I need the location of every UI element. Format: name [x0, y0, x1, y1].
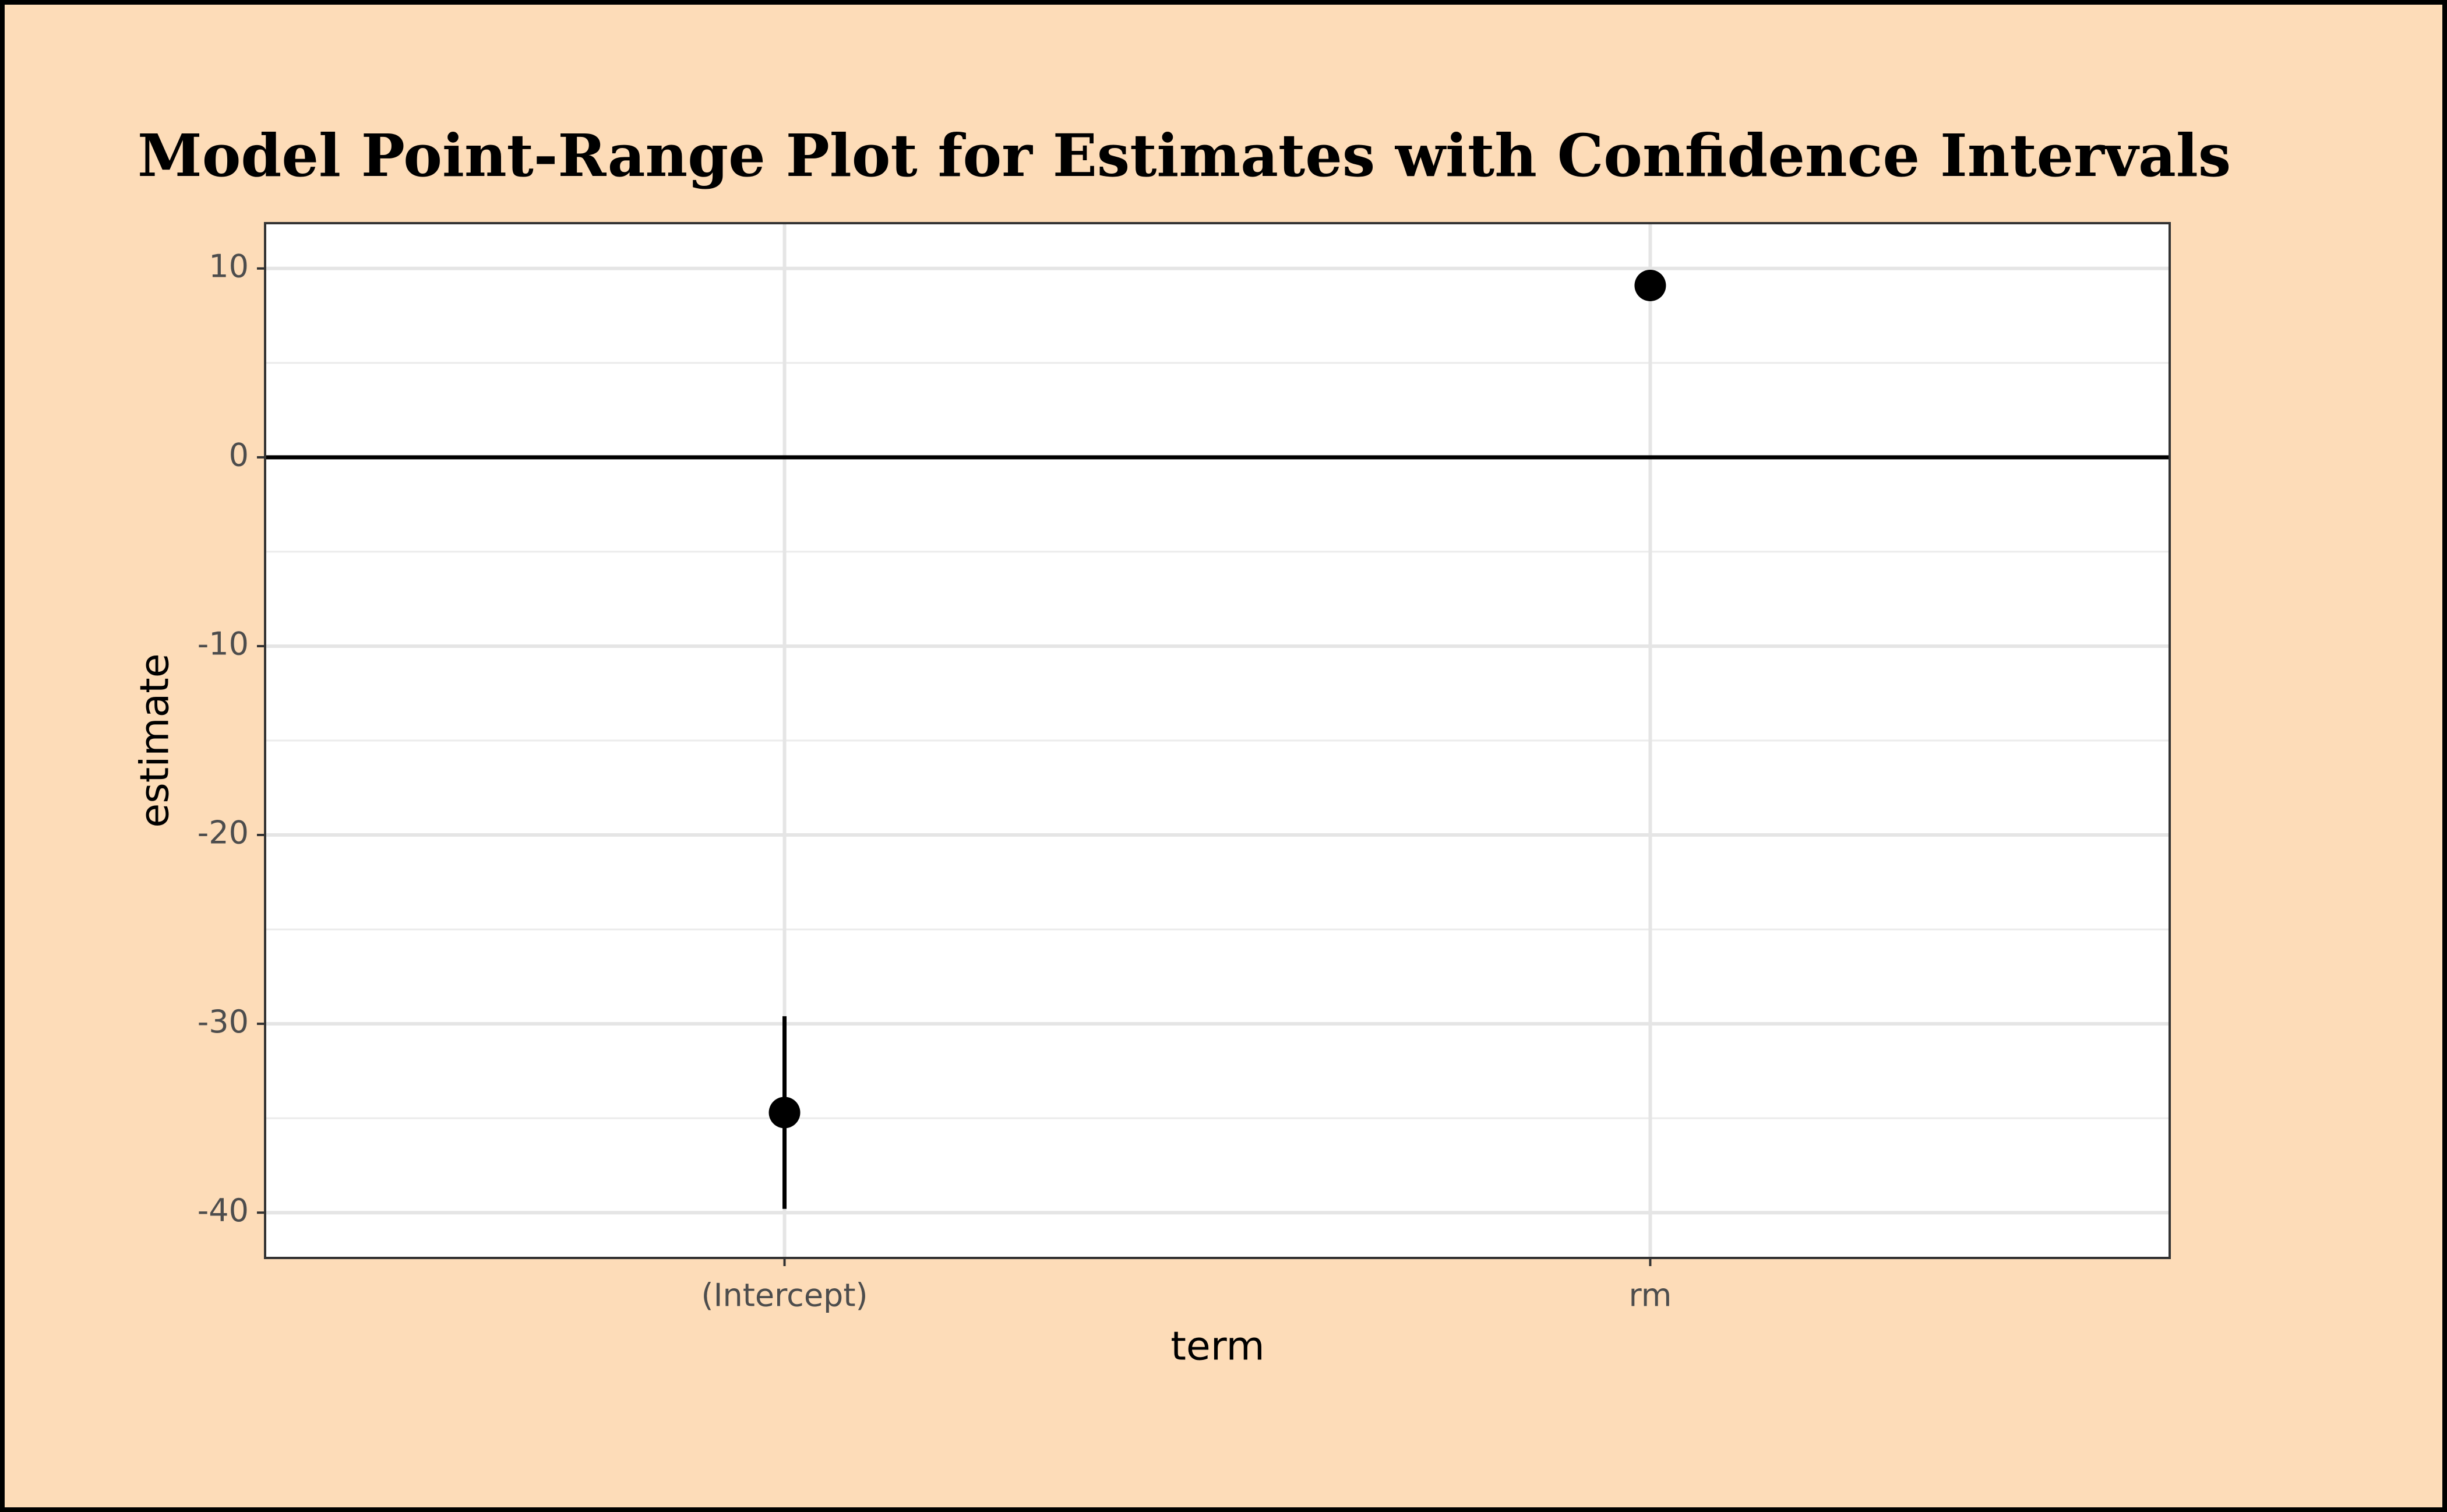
point	[768, 1097, 801, 1129]
y-tick-label: -10	[198, 626, 249, 662]
y-tick-label: -40	[198, 1192, 249, 1229]
point	[1634, 269, 1666, 301]
y-tick-label: 0	[229, 437, 249, 474]
x-tick-label: (Intercept)	[701, 1277, 868, 1314]
y-tick-label: 10	[209, 248, 249, 284]
y-tick-label: -20	[198, 815, 249, 851]
y-axis-title: estimate	[132, 653, 178, 827]
y-tick-label: -30	[198, 1003, 249, 1040]
x-axis-title: term	[1170, 1324, 1265, 1370]
x-tick-label: rm	[1629, 1277, 1672, 1314]
chart-title: Model Point-Range Plot for Estimates wit…	[137, 121, 2231, 190]
panel-border	[264, 222, 2171, 1259]
